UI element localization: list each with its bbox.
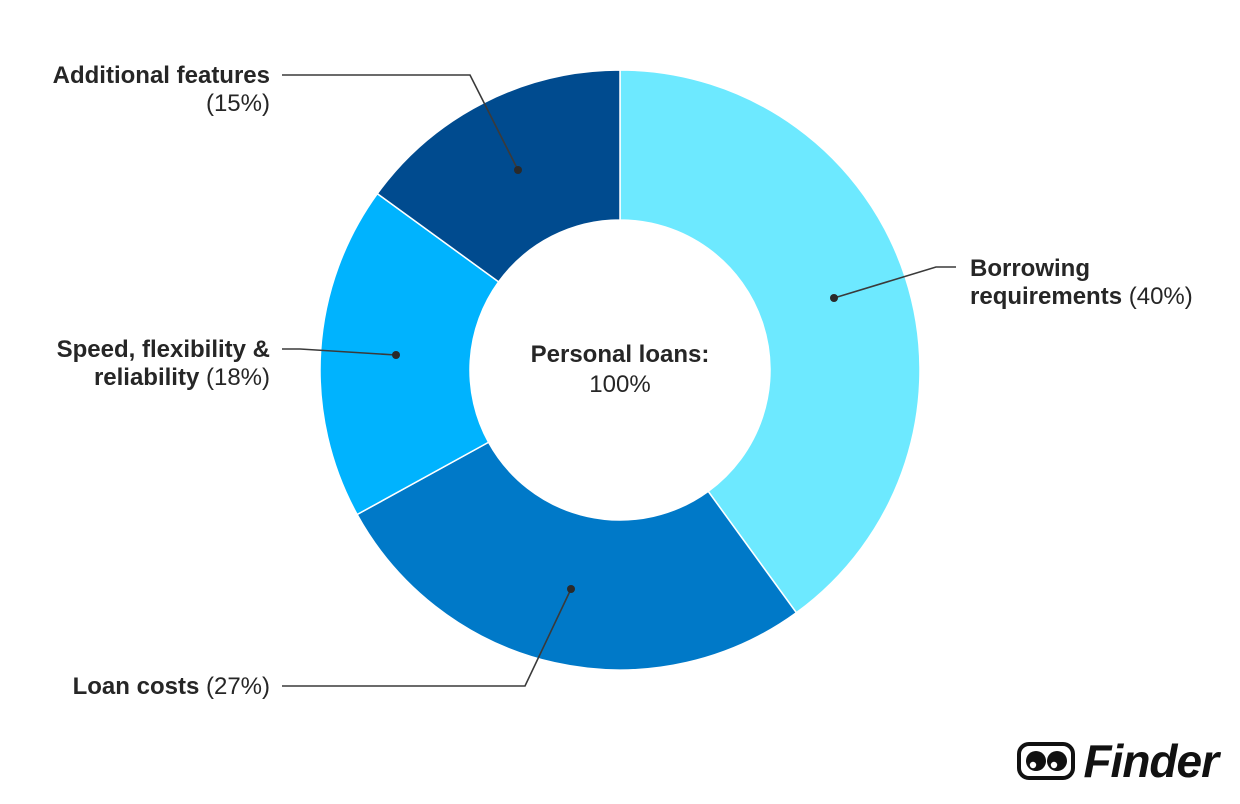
center-value: 100% (589, 371, 650, 398)
leader-dot (567, 585, 575, 593)
slice-label-name: reliability (94, 364, 200, 391)
slice-label: Speed, flexibility & reliability (18%) (57, 336, 270, 391)
leader-dot (514, 166, 522, 174)
leader-line (282, 348, 397, 356)
eyes-icon (1017, 742, 1076, 780)
leader-dot (392, 351, 400, 359)
slice-label: Borrowing requirements (40%) (970, 255, 1193, 310)
slice-label-percent: (27%) (199, 673, 270, 700)
slice-loan-costs (356, 441, 798, 671)
slice-label: Additional features (15%) (53, 62, 270, 117)
leader-line (833, 266, 956, 299)
leader-line (282, 74, 519, 171)
brand-logo: Finder (1017, 735, 1219, 787)
labels-group: Borrowing requirements (40%) Loan costs (2… (53, 62, 1193, 700)
slice-label-name: Speed, flexibility & (57, 336, 270, 363)
slice-borrowing-requirements (619, 69, 921, 614)
slice-label-name: Loan costs (73, 673, 200, 700)
slice-speed-flexibility-reliability (319, 192, 500, 516)
slice-label: Loan costs (27%) (73, 673, 270, 700)
center-label: Personal loans: 100% (531, 341, 710, 398)
leader-dot (830, 294, 838, 302)
leader-line (282, 588, 572, 687)
slice-label-name: Additional features (53, 62, 270, 89)
center-title: Personal loans: (531, 341, 710, 368)
slice-label-percent: (40%) (1122, 283, 1193, 310)
slice-additional-features (376, 69, 621, 283)
leaders-group (282, 74, 956, 687)
slice-label-name: Borrowing (970, 255, 1090, 282)
slice-label-percent: (15%) (206, 90, 270, 117)
brand-name: Finder (1083, 735, 1219, 787)
slice-label-name: requirements (970, 283, 1122, 310)
slices-group (319, 69, 921, 671)
slice-label-percent: (18%) (199, 364, 270, 391)
